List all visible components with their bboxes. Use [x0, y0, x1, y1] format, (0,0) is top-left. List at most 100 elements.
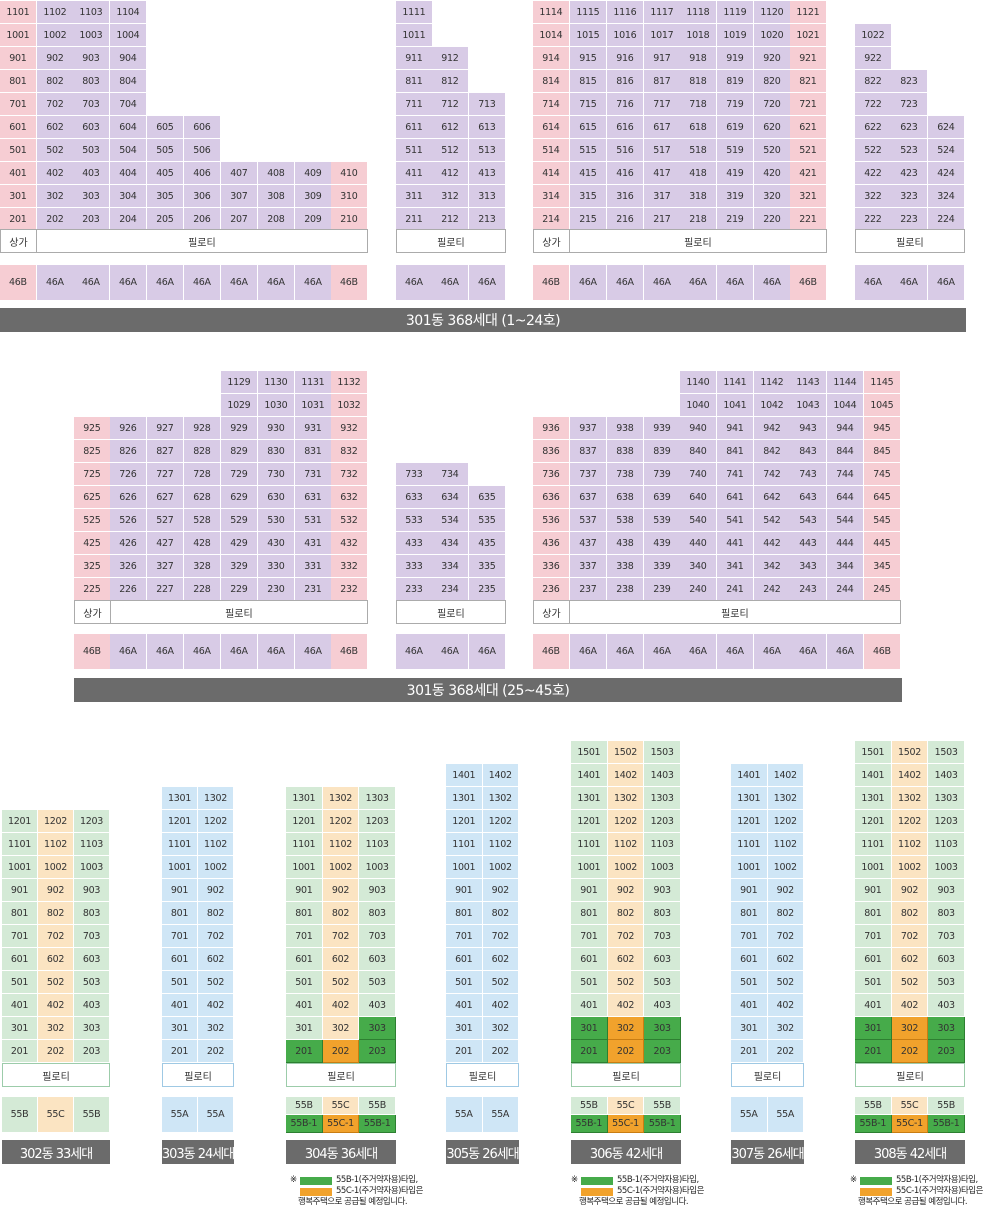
unit-cell: 839 — [644, 440, 681, 463]
unit-cell: 644 — [827, 486, 864, 509]
unit-cell: 818 — [680, 70, 717, 93]
unit-cell: 211 — [396, 208, 433, 231]
unit-cell: 401 — [286, 994, 323, 1017]
unit-cell: 338 — [607, 555, 644, 578]
unit-type-cell: 46A — [717, 265, 754, 301]
unit-cell: 902 — [198, 879, 234, 902]
unit-cell: 417 — [644, 162, 681, 185]
unit-cell: 1303 — [359, 787, 396, 810]
unit-cell: 632 — [331, 486, 368, 509]
unit-cell: 624 — [928, 116, 965, 139]
unit-cell: 1101 — [2, 833, 38, 856]
unit-cell: 202 — [767, 1040, 804, 1063]
unit-cell: 1203 — [74, 810, 110, 833]
unit-cell: 1202 — [38, 810, 74, 833]
unit-type-cell: 46A — [469, 265, 506, 301]
unit-cell: 209 — [295, 208, 332, 231]
unit-cell: 840 — [680, 440, 717, 463]
unit-cell: 1203 — [644, 810, 681, 833]
unit-type-cell: 46A — [469, 634, 506, 670]
unit-cell: 536 — [533, 509, 570, 532]
unit-cell: 1020 — [754, 24, 791, 47]
unit-cell: 731 — [295, 463, 332, 486]
orange-swatch — [300, 1188, 332, 1196]
unit-cell: 801 — [446, 902, 483, 925]
unit-cell: 903 — [73, 47, 110, 70]
unit-cell: 613 — [469, 116, 506, 139]
note-line1: 55B-1(주거약자용)타입, — [617, 1175, 699, 1185]
unit-cell: 229 — [221, 578, 258, 601]
ground-floor-bar: 필로티 — [571, 1063, 681, 1087]
unit-cell: 304 — [110, 185, 147, 208]
note-line1: 55B-1(주거약자용)타입, — [336, 1175, 418, 1185]
unit-cell: 620 — [754, 116, 791, 139]
unit-cell: 521 — [790, 139, 827, 162]
unit-cell: 727 — [147, 463, 184, 486]
unit-cell: 201 — [855, 1040, 892, 1063]
unit-cell: 638 — [607, 486, 644, 509]
unit-type-cell: 46A — [570, 265, 607, 301]
ground-floor-bar: 필로티 — [162, 1063, 234, 1087]
unit-cell: 825 — [74, 440, 111, 463]
unit-cell: 929 — [221, 417, 258, 440]
ground-floor-bar: 필로티 — [396, 600, 506, 624]
unit-cell: 902 — [482, 879, 519, 902]
unit-cell: 416 — [607, 162, 644, 185]
unit-type-cell: 46A — [147, 634, 184, 670]
unit-cell: 406 — [184, 162, 221, 185]
unit-cell: 335 — [469, 555, 506, 578]
unit-cell: 302 — [482, 1017, 519, 1040]
unit-cell: 437 — [570, 532, 607, 555]
unit-cell: 1201 — [286, 810, 323, 833]
unit-cell: 220 — [754, 208, 791, 231]
unit-cell: 1303 — [644, 787, 681, 810]
unit-cell: 631 — [295, 486, 332, 509]
unit-type-cell: 46B — [533, 634, 570, 670]
unit-cell: 419 — [717, 162, 754, 185]
unit-cell: 235 — [469, 578, 506, 601]
unit-cell: 903 — [644, 879, 681, 902]
unit-cell: 1101 — [731, 833, 768, 856]
unit-cell: 637 — [570, 486, 607, 509]
unit-cell: 734 — [432, 463, 469, 486]
unit-cell: 920 — [754, 47, 791, 70]
unit-cell: 844 — [827, 440, 864, 463]
unit-cell: 1401 — [731, 764, 768, 787]
unit-cell: 1001 — [162, 856, 198, 879]
unit-cell: 605 — [147, 116, 184, 139]
unit-cell: 1142 — [754, 371, 791, 394]
unit-cell: 743 — [790, 463, 827, 486]
unit-cell: 601 — [286, 948, 323, 971]
unit-cell: 1402 — [482, 764, 519, 787]
unit-cell: 334 — [432, 555, 469, 578]
unit-cell: 1401 — [446, 764, 483, 787]
unit-cell: 540 — [680, 509, 717, 532]
unit-cell: 528 — [184, 509, 221, 532]
unit-type-cell: 55B — [2, 1097, 38, 1133]
unit-cell: 803 — [928, 902, 965, 925]
unit-cell: 1302 — [322, 787, 360, 810]
unit-cell: 303 — [928, 1017, 965, 1040]
unit-cell: 602 — [37, 116, 74, 139]
unit-cell: 919 — [717, 47, 754, 70]
unit-cell: 1202 — [482, 810, 519, 833]
unit-cell: 402 — [607, 994, 645, 1017]
unit-cell: 701 — [446, 925, 483, 948]
unit-cell: 537 — [570, 509, 607, 532]
note-asterisk: ※ — [850, 1175, 857, 1185]
green-swatch — [860, 1177, 892, 1185]
green-swatch — [581, 1177, 613, 1185]
unit-cell: 319 — [717, 185, 754, 208]
unit-cell: 215 — [570, 208, 607, 231]
unit-cell: 530 — [258, 509, 295, 532]
unit-cell: 802 — [607, 902, 645, 925]
unit-cell: 634 — [432, 486, 469, 509]
unit-cell: 801 — [2, 902, 38, 925]
unit-cell: 915 — [570, 47, 607, 70]
unit-cell: 309 — [295, 185, 332, 208]
unit-cell: 803 — [644, 902, 681, 925]
unit-cell: 701 — [571, 925, 608, 948]
unit-cell: 1002 — [891, 856, 929, 879]
unit-cell: 1103 — [73, 1, 110, 24]
unit-cell: 741 — [717, 463, 754, 486]
